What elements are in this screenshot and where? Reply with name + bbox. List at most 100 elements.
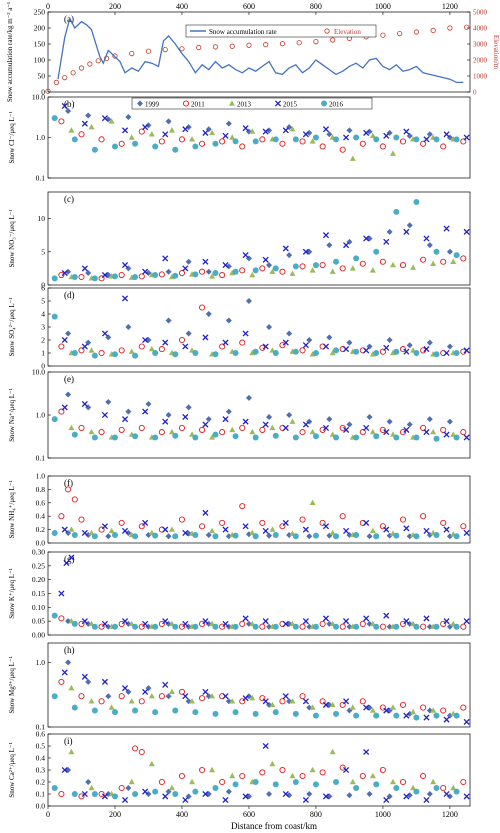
data-point-2016 xyxy=(433,136,440,143)
data-point-1999 xyxy=(105,533,112,540)
data-point-2016 xyxy=(312,350,319,356)
data-point-2011 xyxy=(158,429,165,436)
data-point-2015 xyxy=(101,271,108,279)
data-point-2015 xyxy=(262,698,269,705)
data-point-2015 xyxy=(343,346,350,353)
data-point-2015 xyxy=(101,115,108,122)
data-point-2015 xyxy=(282,127,289,134)
data-point-2013 xyxy=(369,132,376,139)
data-point-2015 xyxy=(403,618,410,625)
data-point-2016 xyxy=(292,434,299,441)
data-point-1999 xyxy=(446,343,453,350)
y-tick-label: 1.0 xyxy=(36,472,46,481)
data-point-2015 xyxy=(142,124,149,131)
data-point-2016 xyxy=(212,710,219,717)
data-point-2011 xyxy=(239,267,246,274)
data-point-2013 xyxy=(249,694,256,701)
top-x-tick-label: 800 xyxy=(310,2,322,11)
data-point-2015 xyxy=(423,346,430,353)
data-point-2011 xyxy=(239,143,246,150)
data-point-2016 xyxy=(453,252,460,259)
data-point-1999 xyxy=(225,533,232,540)
data-point-2015 xyxy=(262,618,269,625)
data-point-2016 xyxy=(393,623,400,630)
data-point-2011 xyxy=(299,138,306,145)
accumulation-line xyxy=(57,16,464,84)
data-point-2013 xyxy=(148,345,155,352)
data-point-2011 xyxy=(138,128,145,135)
y-axis-label: Snow NH₄⁺/μeq L⁻¹ xyxy=(8,480,16,538)
legend-label-2016: 2016 xyxy=(329,101,344,109)
y-tick-label: 0.00 xyxy=(32,631,45,640)
data-point-1999 xyxy=(366,791,373,797)
data-point-1999 xyxy=(426,131,433,138)
data-point-2015 xyxy=(322,126,330,133)
data-point-2016 xyxy=(212,140,219,147)
data-point-2013 xyxy=(289,270,296,276)
data-point-2015 xyxy=(383,238,390,245)
data-point-2015 xyxy=(202,790,209,798)
data-point-1999 xyxy=(205,311,212,317)
data-point-2016 xyxy=(393,348,400,355)
data-point-2016 xyxy=(333,258,340,265)
data-point-2015 xyxy=(142,688,149,695)
data-point-2011 xyxy=(259,426,266,433)
y-tick-label: 0.0 xyxy=(36,539,46,548)
data-point-2015 xyxy=(162,418,169,425)
data-point-2016 xyxy=(51,529,58,536)
data-point-2011 xyxy=(158,346,165,353)
data-point-2016 xyxy=(172,623,179,630)
data-point-2011 xyxy=(319,426,326,433)
data-point-2011 xyxy=(399,429,407,436)
data-point-2016 xyxy=(353,434,360,441)
data-point-2015 xyxy=(423,796,430,804)
data-point-2016 xyxy=(353,623,360,630)
data-point-2015 xyxy=(403,228,410,235)
data-point-2015 xyxy=(81,343,88,350)
y-tick-label: 200 xyxy=(34,24,46,33)
bottom-x-tick-label: 1000 xyxy=(375,810,391,819)
data-point-2011 xyxy=(440,143,447,150)
data-point-2011 xyxy=(279,523,286,530)
data-point-2016 xyxy=(212,785,219,791)
data-point-2015 xyxy=(423,235,430,242)
data-point-2013 xyxy=(229,698,236,704)
data-point-2015 xyxy=(463,134,470,141)
data-point-2015 xyxy=(262,128,269,135)
data-point-2015 xyxy=(383,526,390,533)
data-point-2011 xyxy=(199,268,206,275)
data-point-1999 xyxy=(125,408,132,415)
legend-marker-2016 xyxy=(321,100,327,107)
data-point-2016 xyxy=(333,434,340,441)
data-point-1999 xyxy=(225,263,232,270)
data-point-2016 xyxy=(192,271,199,278)
data-point-2015 xyxy=(302,342,309,349)
elevation-point xyxy=(87,61,93,67)
chart-panel-8: 0.0 0.1 0.2 0.3 0.4 0.5 0.6 (i) Snow Ca²⁺/μeq L⁻… xyxy=(8,730,471,811)
y-tick-label: 1.0 xyxy=(36,658,46,667)
data-point-1999 xyxy=(306,791,313,797)
data-point-2011 xyxy=(138,523,145,530)
data-point-2015 xyxy=(121,127,129,134)
data-point-2015 xyxy=(81,673,88,680)
data-point-2013 xyxy=(389,778,396,785)
data-point-2011 xyxy=(58,513,65,520)
data-point-2015 xyxy=(101,678,108,685)
data-point-2016 xyxy=(91,791,98,797)
data-point-1999 xyxy=(245,693,252,700)
data-point-2013 xyxy=(369,428,376,435)
data-point-2011 xyxy=(178,136,186,143)
bottom-x-axis: 0 200 400 600 800 1000 1200 xyxy=(46,806,458,819)
data-point-2016 xyxy=(111,143,118,150)
elevation-point xyxy=(380,32,386,38)
data-point-2016 xyxy=(71,791,78,797)
data-point-2016 xyxy=(333,710,340,717)
data-point-2013 xyxy=(108,704,115,710)
data-point-2011 xyxy=(359,140,366,147)
data-point-2016 xyxy=(312,532,319,539)
data-point-2011 xyxy=(199,620,206,627)
elevation-point xyxy=(229,43,235,49)
data-point-2015 xyxy=(142,620,149,627)
data-point-1999 xyxy=(225,788,232,795)
